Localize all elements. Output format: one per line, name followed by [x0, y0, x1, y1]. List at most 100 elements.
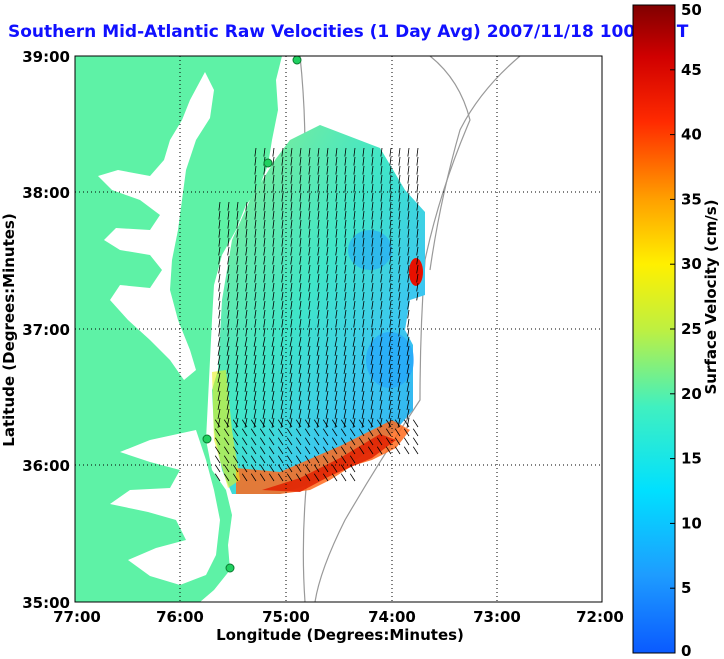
- velocity-arrow: [236, 264, 239, 274]
- velocity-arrow: [263, 246, 266, 256]
- velocity-arrow: [389, 183, 392, 193]
- velocity-arrow: [353, 318, 356, 328]
- velocity-arrow: [232, 464, 239, 473]
- velocity-arrow: [245, 327, 248, 337]
- velocity-arrow: [343, 399, 347, 410]
- velocity-arrow: [281, 228, 284, 238]
- velocity-arrow: [299, 228, 302, 238]
- velocity-arrow: [398, 282, 401, 292]
- velocity-arrow: [308, 174, 311, 184]
- velocity-arrow: [236, 309, 239, 319]
- velocity-arrow: [271, 363, 275, 374]
- velocity-arrow: [344, 228, 347, 238]
- velocity-arrow: [304, 446, 311, 455]
- velocity-arrow: [371, 300, 374, 310]
- velocity-arrow: [232, 455, 239, 464]
- velocity-arrow: [362, 156, 365, 166]
- velocity-arrow: [371, 147, 374, 157]
- velocity-arrow: [226, 345, 230, 356]
- velocity-arrow: [335, 165, 338, 175]
- velocity-arrow: [398, 201, 401, 211]
- velocity-arrow: [259, 446, 266, 455]
- velocity-arrow: [290, 237, 293, 247]
- velocity-arrow: [227, 327, 230, 337]
- pamlico-sound: [110, 430, 220, 585]
- velocity-arrow: [406, 336, 410, 347]
- velocity-arrow: [241, 428, 248, 437]
- velocity-arrow: [344, 282, 347, 292]
- velocity-arrow: [245, 201, 248, 211]
- velocity-arrow: [316, 408, 320, 419]
- velocity-arrow: [380, 300, 383, 310]
- velocity-arrow: [398, 273, 401, 283]
- velocity-arrow: [307, 363, 311, 374]
- velocity-arrow: [281, 255, 284, 265]
- velocity-arrow: [344, 237, 347, 247]
- velocity-arrow: [335, 246, 338, 256]
- velocity-arrow: [308, 300, 311, 310]
- velocity-arrow: [389, 309, 392, 319]
- velocity-arrow: [334, 381, 338, 392]
- velocity-arrow: [236, 291, 239, 301]
- y-tick-label: 35:00: [22, 594, 70, 612]
- velocity-arrow: [272, 318, 275, 328]
- velocity-arrow: [253, 381, 257, 392]
- velocity-arrow: [335, 291, 338, 301]
- velocity-arrow: [218, 228, 221, 238]
- velocity-arrow: [298, 417, 302, 428]
- velocity-arrow: [299, 210, 302, 220]
- velocity-arrow: [307, 372, 311, 383]
- velocity-arrow: [307, 408, 311, 419]
- velocity-arrow: [304, 455, 311, 464]
- velocity-arrow: [335, 210, 338, 220]
- velocity-arrow: [403, 428, 410, 437]
- velocity-arrow: [227, 309, 230, 319]
- velocity-arrow: [218, 264, 221, 274]
- velocity-arrow: [281, 327, 284, 337]
- velocity-arrow: [235, 345, 239, 356]
- velocity-arrow: [380, 309, 383, 319]
- velocity-arrow: [268, 455, 275, 464]
- velocity-arrow: [262, 381, 266, 392]
- velocity-arrow: [307, 417, 311, 428]
- velocity-arrow: [388, 408, 392, 419]
- velocity-arrow: [353, 147, 356, 157]
- velocity-arrow: [388, 372, 392, 383]
- y-tick-label: 38:00: [22, 184, 70, 202]
- velocity-arrow: [344, 246, 347, 256]
- velocity-arrow: [367, 419, 374, 428]
- velocity-arrow: [380, 174, 383, 184]
- velocity-arrow: [352, 417, 356, 428]
- velocity-arrow: [262, 408, 266, 419]
- velocity-arrow: [388, 381, 392, 392]
- velocity-arrow: [344, 300, 347, 310]
- velocity-arrow: [352, 336, 356, 347]
- velocity-arrow: [277, 437, 284, 446]
- velocity-arrow: [226, 354, 230, 365]
- velocity-arrow: [362, 219, 365, 229]
- velocity-arrow: [398, 246, 401, 256]
- velocity-arrow: [281, 237, 284, 247]
- velocity-arrow: [389, 300, 392, 310]
- velocity-arrow: [226, 408, 230, 419]
- velocity-arrow: [254, 201, 257, 211]
- velocity-arrow: [307, 381, 311, 392]
- velocity-arrow: [218, 246, 221, 256]
- velocity-arrow: [353, 201, 356, 211]
- velocity-arrow: [308, 201, 311, 211]
- y-tick-label: 39:00: [22, 48, 70, 66]
- grid: [75, 56, 602, 602]
- velocity-arrow: [317, 318, 320, 328]
- colorbar-tick-label: 20: [681, 385, 702, 403]
- velocity-arrow: [407, 300, 410, 310]
- chesapeake-bay: [98, 72, 214, 380]
- velocity-arrow: [281, 147, 284, 157]
- velocity-arrow: [398, 210, 401, 220]
- velocity-arrow: [272, 282, 275, 292]
- high-velocity-core: [262, 434, 396, 492]
- velocity-arrow: [361, 363, 365, 374]
- velocity-arrow: [217, 363, 221, 374]
- velocity-arrow: [335, 201, 338, 211]
- velocity-arrow: [299, 309, 302, 319]
- velocity-arrow: [317, 282, 320, 292]
